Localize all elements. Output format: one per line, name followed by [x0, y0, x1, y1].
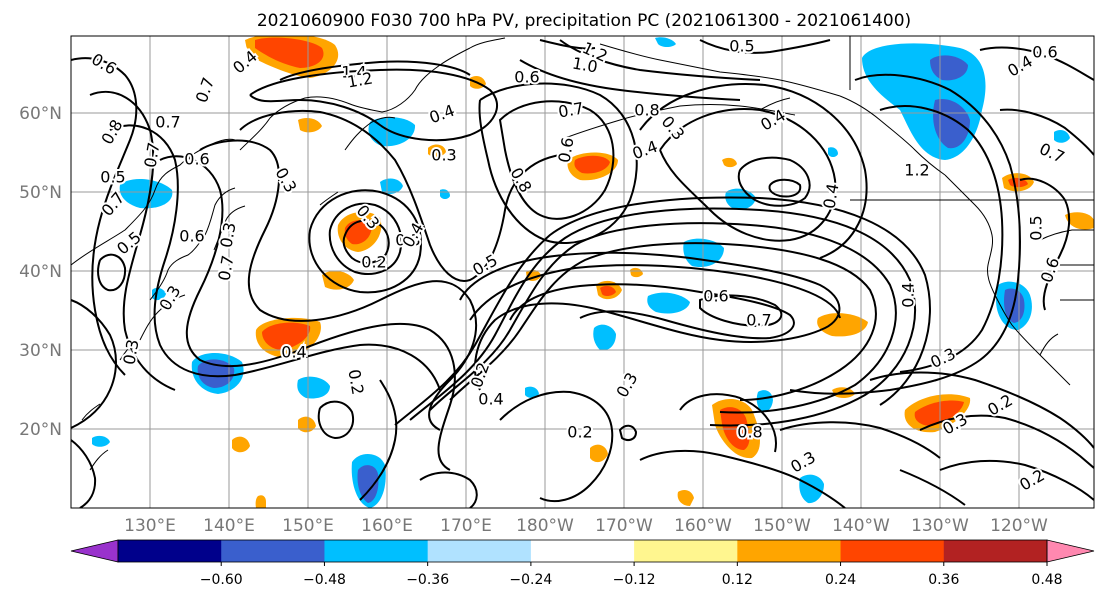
colorbar-swatch — [530, 540, 635, 562]
contour-label: 0.6 — [179, 227, 204, 246]
contour-label: 0.5 — [100, 168, 125, 187]
colorbar-tick-label: 0.12 — [722, 572, 753, 588]
colorbar-swatch — [840, 540, 945, 562]
lon-label-140e: 140°E — [203, 516, 255, 536]
map-frame — [70, 35, 1095, 509]
lon-label-160w: 160°W — [674, 516, 732, 536]
contour-label: 0.7 — [155, 113, 180, 132]
colorbar-swatch — [943, 540, 1048, 562]
colorbar-tick-label: 0.24 — [825, 572, 856, 588]
lon-label-150w: 150°W — [753, 516, 811, 536]
colorbar-frame — [117, 539, 1048, 563]
contour-label: 0.2 — [567, 423, 592, 442]
lon-label-150e: 150°E — [282, 516, 334, 536]
contour-label: 0.6 — [514, 68, 539, 87]
colorbar-swatch — [118, 540, 222, 562]
lat-label-40n: 40°N — [19, 262, 62, 282]
colorbar-swatch — [737, 540, 842, 562]
contour-label: 0.6 — [1032, 43, 1057, 62]
contour-label: 0.6 — [703, 287, 728, 306]
contour-label: 0.7 — [214, 254, 237, 282]
lat-label-50n: 50°N — [19, 183, 62, 203]
pv-contours — [71, 39, 1094, 508]
contour-label: 0.4 — [478, 390, 503, 409]
map-panel: 0.6 0.40.71.41.2 0.61.21.00.50.40.60.70.80… — [19, 35, 1095, 536]
longitude-labels: 130°E 140°E 150°E 160°E 170°E 180°W 170°… — [124, 516, 1048, 536]
contour-label: 0.4 — [281, 343, 306, 362]
lon-label-140w: 140°W — [832, 516, 890, 536]
contour-label: 0.3 — [431, 146, 456, 165]
lon-label-130e: 130°E — [124, 516, 176, 536]
lon-label-120w: 120°W — [990, 516, 1048, 536]
contour-label: 0.7 — [746, 311, 771, 330]
contour-label: 0.5 — [1027, 215, 1046, 240]
contour-label: 0.6 — [184, 150, 209, 169]
contour-label: 1.2 — [904, 161, 929, 180]
lon-label-180w: 180°W — [516, 516, 574, 536]
figure-title: 2021060900 F030 700 hPa PV, precipitatio… — [257, 11, 911, 31]
colorbar-swatch — [427, 540, 532, 562]
colorbar-extend-max — [1046, 539, 1095, 563]
contour-label: 0.5 — [729, 37, 754, 56]
colorbar-extend-min — [70, 539, 119, 563]
lon-label-170w: 170°W — [595, 516, 653, 536]
contour-label: 1.4 — [341, 63, 366, 82]
colorbar-tick-label: −0.48 — [303, 572, 346, 588]
contour-label: 0.8 — [737, 423, 762, 442]
colorbar-tick-label: −0.60 — [200, 572, 243, 588]
colorbar-tick-label: −0.36 — [406, 572, 449, 588]
colorbar-tick-label: 0.48 — [1031, 572, 1062, 588]
contour-label: 0.4 — [899, 282, 918, 307]
lon-label-130w: 130°W — [911, 516, 969, 536]
contour-label: 0.8 — [634, 101, 659, 120]
lon-label-170e: 170°E — [440, 516, 492, 536]
colorbar: −0.60 −0.48 −0.36 −0.24 −0.12 0.12 0.24 0.36 0.4… — [70, 539, 1095, 588]
lat-label-30n: 30°N — [19, 341, 62, 361]
colorbar-tick-label: 0.36 — [928, 572, 959, 588]
lon-label-160e: 160°E — [361, 516, 413, 536]
lat-label-20n: 20°N — [19, 420, 62, 440]
colorbar-swatch — [221, 540, 325, 562]
colorbar-tick-label: −0.12 — [613, 572, 656, 588]
colorbar-swatch — [634, 540, 738, 562]
latitude-labels: 60°N 50°N 40°N 30°N 20°N — [19, 104, 62, 440]
colorbar-swatch — [324, 540, 429, 562]
contour-label: 0.3 — [395, 231, 420, 250]
contour-label: 0.2 — [361, 253, 386, 272]
lat-label-60n: 60°N — [19, 104, 62, 124]
colorbar-tick-label: −0.24 — [509, 572, 552, 588]
